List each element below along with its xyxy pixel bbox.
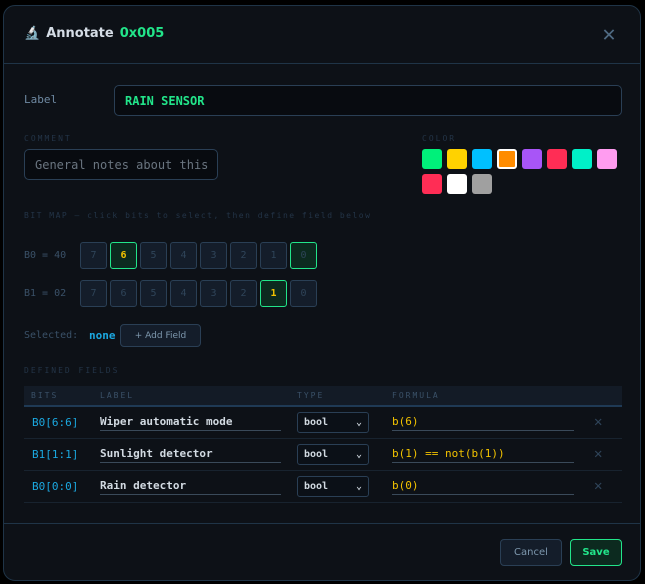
defined-fields-caption: DEFINED FIELDS xyxy=(24,366,120,375)
col-bits: BITS xyxy=(31,391,59,400)
bit-cell[interactable]: 4 xyxy=(170,280,197,307)
color-swatch[interactable] xyxy=(447,174,467,194)
table-row: B0[0:0] Rain detector bool ⌄ b(0) ✕ xyxy=(24,471,622,503)
color-swatch[interactable] xyxy=(422,149,442,169)
color-swatch[interactable] xyxy=(572,149,592,169)
col-formula: FORMULA xyxy=(392,391,440,400)
color-swatch[interactable] xyxy=(472,174,492,194)
col-type: TYPE xyxy=(297,391,325,400)
bit-cell[interactable]: 5 xyxy=(140,242,167,269)
title-text: Annotate xyxy=(46,26,114,41)
title-id: 0x005 xyxy=(119,26,165,41)
color-swatch[interactable] xyxy=(547,149,567,169)
bit-cell[interactable]: 4 xyxy=(170,242,197,269)
annotate-dialog: 🔬 Annotate 0x005 ✕ Label RAIN SENSOR COM… xyxy=(3,5,641,581)
field-label-input[interactable]: Sunlight detector xyxy=(100,447,281,463)
selected-value: none xyxy=(89,329,116,342)
selected-caption: Selected: xyxy=(24,330,79,341)
delete-field-icon[interactable]: ✕ xyxy=(594,446,603,462)
field-type-value: bool xyxy=(304,449,329,460)
bit-cell[interactable]: 5 xyxy=(140,280,167,307)
field-bits: B1[1:1] xyxy=(32,448,79,461)
bitmap-caption: BIT MAP — click bits to select, then def… xyxy=(24,211,372,220)
field-label-input[interactable]: Wiper automatic mode xyxy=(100,415,281,431)
field-type-value: bool xyxy=(304,481,329,492)
field-formula-input[interactable]: b(1) == not(b(1)) xyxy=(392,447,574,463)
bit-cell[interactable]: 3 xyxy=(200,280,227,307)
table-row: B0[6:6] Wiper automatic mode bool ⌄ b(6) … xyxy=(24,407,622,439)
field-bits: B0[0:0] xyxy=(32,480,79,493)
color-swatch[interactable] xyxy=(447,149,467,169)
save-button[interactable]: Save xyxy=(570,539,622,566)
bit-cell[interactable]: 2 xyxy=(230,280,257,307)
byte-label: B1 = 02 xyxy=(24,288,67,299)
chevron-down-icon: ⌄ xyxy=(355,417,362,428)
field-type-value: bool xyxy=(304,417,329,428)
table-row: B1[1:1] Sunlight detector bool ⌄ b(1) == … xyxy=(24,439,622,471)
comment-caption: COMMENT xyxy=(24,134,72,143)
bit-cell[interactable]: 6 xyxy=(110,280,137,307)
byte-label: B0 = 40 xyxy=(24,250,67,261)
bit-cell[interactable]: 6 xyxy=(110,242,137,269)
field-label-input[interactable]: Rain detector xyxy=(100,479,281,495)
bit-cell[interactable]: 3 xyxy=(200,242,227,269)
bit-cell[interactable]: 7 xyxy=(80,242,107,269)
color-swatch[interactable] xyxy=(422,174,442,194)
microscope-icon: 🔬 xyxy=(24,26,41,41)
dialog-title: 🔬 Annotate 0x005 xyxy=(24,26,164,41)
chevron-down-icon: ⌄ xyxy=(355,481,362,492)
field-type-select[interactable]: bool ⌄ xyxy=(297,476,369,497)
field-formula-input[interactable]: b(6) xyxy=(392,415,574,431)
label-input[interactable]: RAIN SENSOR xyxy=(114,85,622,116)
chevron-down-icon: ⌄ xyxy=(355,449,362,460)
add-field-button[interactable]: + Add Field xyxy=(120,324,201,347)
color-swatch[interactable] xyxy=(597,149,617,169)
bit-cell[interactable]: 2 xyxy=(230,242,257,269)
delete-field-icon[interactable]: ✕ xyxy=(594,478,603,494)
close-icon[interactable]: ✕ xyxy=(602,22,616,47)
color-swatch[interactable] xyxy=(497,149,517,169)
fields-table-header: BITS LABEL TYPE FORMULA xyxy=(24,386,622,407)
bit-cell[interactable]: 1 xyxy=(260,280,287,307)
footer-divider xyxy=(4,523,640,524)
color-caption: COLOR xyxy=(422,134,457,143)
comment-input[interactable]: General notes about this xyxy=(24,149,218,180)
field-type-select[interactable]: bool ⌄ xyxy=(297,444,369,465)
bit-cell[interactable]: 1 xyxy=(260,242,287,269)
label-caption: Label xyxy=(24,93,58,106)
col-label: LABEL xyxy=(100,391,135,400)
header-divider xyxy=(4,63,640,64)
color-swatch[interactable] xyxy=(522,149,542,169)
bit-cell[interactable]: 0 xyxy=(290,280,317,307)
field-bits: B0[6:6] xyxy=(32,416,79,429)
field-formula-input[interactable]: b(0) xyxy=(392,479,574,495)
field-type-select[interactable]: bool ⌄ xyxy=(297,412,369,433)
delete-field-icon[interactable]: ✕ xyxy=(594,414,603,430)
cancel-button[interactable]: Cancel xyxy=(500,539,562,566)
bit-cell[interactable]: 7 xyxy=(80,280,107,307)
bit-cell[interactable]: 0 xyxy=(290,242,317,269)
color-swatch[interactable] xyxy=(472,149,492,169)
